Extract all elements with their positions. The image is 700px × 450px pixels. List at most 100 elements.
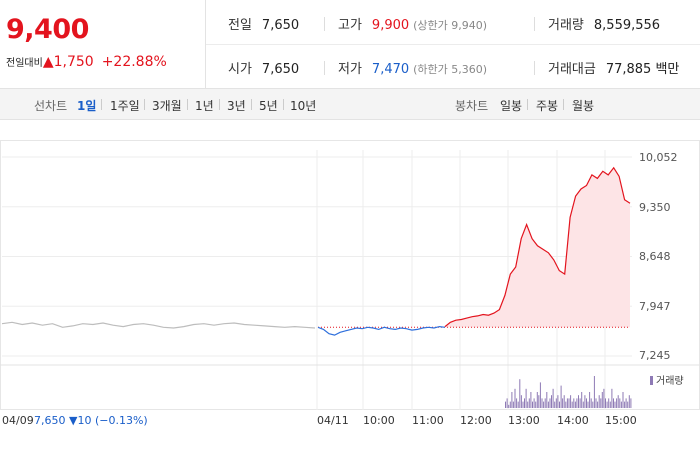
volume-bar bbox=[598, 395, 600, 408]
volume-bar bbox=[563, 395, 565, 408]
volume-bar bbox=[541, 398, 543, 408]
period-toolbar: 선차트 1일 1주일 3개월 1년 3년 5년 10년 봉차트 일봉 주봉 월봉 bbox=[0, 89, 700, 120]
x-tick-label: 13:00 bbox=[508, 414, 540, 427]
volume-bar bbox=[551, 395, 552, 408]
volume-legend: 거래량 bbox=[650, 372, 684, 387]
volume-bar bbox=[525, 388, 527, 408]
volume-bar bbox=[620, 401, 622, 408]
volume-bar bbox=[517, 401, 519, 408]
price-line-1 bbox=[317, 325, 446, 336]
volume-bar bbox=[606, 401, 608, 408]
volume-bar bbox=[570, 395, 572, 408]
volume-bar bbox=[613, 398, 614, 408]
change-row: 전일대비▲1,750 +22.88% bbox=[6, 54, 167, 70]
volume-bar bbox=[562, 398, 564, 408]
stat-low: 저가 7,470 (하한가 5,360) bbox=[338, 62, 488, 77]
volume-bar bbox=[552, 388, 554, 408]
volume-bar bbox=[611, 388, 613, 408]
period-3m[interactable]: 3개월 bbox=[152, 99, 182, 113]
volume-bar bbox=[573, 398, 575, 408]
volume-bar bbox=[619, 398, 621, 408]
volume-bar bbox=[560, 385, 562, 408]
volume-bar bbox=[539, 382, 541, 408]
volume-bar bbox=[579, 398, 581, 408]
y-tick-label: 7,245 bbox=[639, 349, 671, 362]
volume-bar bbox=[505, 401, 506, 408]
volume-bar bbox=[532, 401, 533, 408]
volume-bar bbox=[512, 401, 514, 408]
volume-bar bbox=[581, 392, 583, 408]
volume-bar bbox=[589, 392, 591, 408]
volume-bar bbox=[547, 401, 549, 408]
period-5y[interactable]: 5년 bbox=[259, 99, 278, 113]
volume-bar bbox=[536, 392, 538, 408]
volume-bar bbox=[625, 398, 627, 408]
period-1y[interactable]: 1년 bbox=[195, 99, 214, 113]
stats-panel: 전일 7,650 고가 9,900 (상한가 9,940) 거래량 8,559,556 … bbox=[206, 0, 700, 88]
prev-day-info: 7,650 ▼10 (−0.13%) bbox=[34, 414, 148, 427]
volume-bar bbox=[616, 398, 618, 408]
candle-daily[interactable]: 일봉 bbox=[500, 99, 523, 113]
volume-bar bbox=[516, 398, 518, 408]
volume-bar bbox=[584, 395, 586, 408]
volume-bar bbox=[605, 398, 606, 408]
candle-monthly[interactable]: 월봉 bbox=[572, 99, 595, 113]
period-3y[interactable]: 3년 bbox=[227, 99, 246, 113]
volume-bar bbox=[576, 398, 578, 408]
volume-bar bbox=[544, 398, 546, 408]
volume-bar bbox=[506, 398, 508, 408]
volume-bar bbox=[538, 395, 540, 408]
volume-bar bbox=[555, 398, 557, 408]
down-arrow-icon: ▼ bbox=[69, 414, 78, 427]
volume-bar bbox=[614, 401, 616, 408]
volume-bar bbox=[601, 392, 603, 408]
volume-bar bbox=[557, 395, 559, 408]
volume-bar bbox=[603, 388, 605, 408]
volume-bar bbox=[509, 401, 511, 408]
y-tick-label: 7,947 bbox=[639, 300, 671, 313]
volume-bar bbox=[624, 401, 626, 408]
period-1d[interactable]: 1일 bbox=[77, 99, 97, 113]
stat-open: 시가 7,650 bbox=[228, 62, 300, 77]
candle-weekly[interactable]: 주봉 bbox=[536, 99, 559, 113]
y-tick-label: 10,052 bbox=[639, 151, 678, 164]
volume-bar bbox=[546, 392, 548, 408]
price-summary: 9,400 전일대비▲1,750 +22.88% bbox=[0, 0, 206, 88]
volume-bar bbox=[514, 388, 516, 408]
change-percent: +22.88% bbox=[101, 54, 167, 70]
candle-chart-label: 봉차트 bbox=[455, 99, 489, 113]
volume-bar bbox=[630, 398, 632, 408]
volume-bar bbox=[587, 401, 589, 408]
period-1w[interactable]: 1주일 bbox=[110, 99, 140, 113]
volume-bar bbox=[511, 392, 513, 408]
volume-bar bbox=[566, 398, 568, 408]
volume-bar bbox=[565, 401, 567, 408]
volume-bar bbox=[524, 398, 525, 408]
volume-bar bbox=[508, 404, 510, 408]
stat-volume: 거래량 8,559,556 bbox=[548, 18, 661, 33]
volume-bar bbox=[568, 398, 570, 408]
price-line-0 bbox=[1, 321, 316, 329]
volume-bar bbox=[586, 398, 587, 408]
price-line-2 bbox=[444, 166, 631, 328]
volume-bar bbox=[608, 398, 610, 408]
y-tick-label: 8,648 bbox=[639, 250, 671, 263]
x-tick-label: 04/11 bbox=[317, 414, 349, 427]
volume-bar bbox=[533, 398, 535, 408]
volume-bar bbox=[535, 401, 537, 408]
volume-bar bbox=[595, 398, 597, 408]
volume-bar bbox=[559, 401, 560, 408]
stat-high: 고가 9,900 (상한가 9,940) bbox=[338, 18, 488, 33]
price-area-fill bbox=[445, 167, 630, 328]
x-tick-label: 15:00 bbox=[605, 414, 637, 427]
volume-bar bbox=[571, 401, 573, 408]
volume-bar bbox=[522, 401, 524, 408]
volume-bar bbox=[519, 379, 521, 408]
volume-bar bbox=[622, 392, 624, 408]
volume-bar bbox=[627, 401, 629, 408]
volume-bar bbox=[574, 401, 576, 408]
x-tick-label: 11:00 bbox=[412, 414, 444, 427]
line-chart-label: 선차트 bbox=[34, 99, 68, 113]
period-10y[interactable]: 10년 bbox=[290, 99, 317, 113]
